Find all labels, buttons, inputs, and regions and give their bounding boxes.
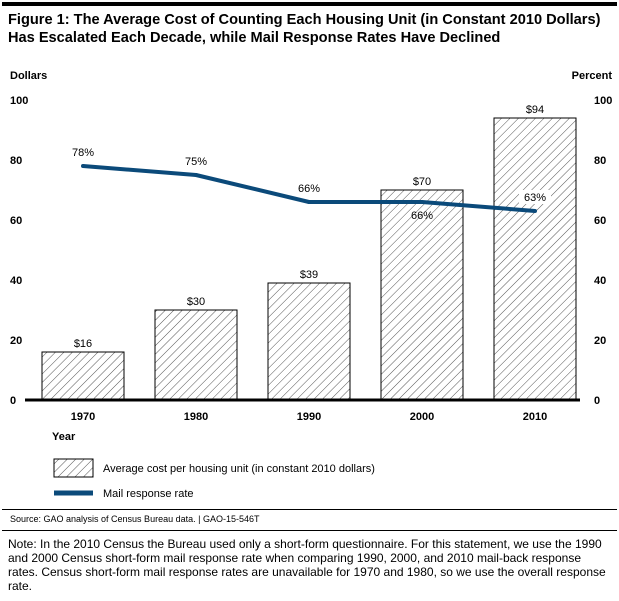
bar-1970 bbox=[41, 351, 125, 401]
line-point bbox=[81, 164, 85, 168]
bar-value-label: $39 bbox=[300, 269, 318, 281]
y-tick-right: 60 bbox=[594, 215, 606, 227]
y-axis-right-title: Percent bbox=[572, 70, 613, 82]
bar-value-label: $16 bbox=[74, 338, 92, 350]
legend-label-bar: Average cost per housing unit (in consta… bbox=[103, 463, 375, 475]
x-axis-title: Year bbox=[52, 431, 76, 443]
line-value-label: 63% bbox=[524, 192, 546, 204]
bar-2010 bbox=[493, 117, 577, 401]
y-tick-right: 0 bbox=[594, 395, 600, 407]
x-tick-label: 1990 bbox=[297, 411, 321, 423]
bar-2000 bbox=[380, 189, 464, 401]
y-tick-left: 20 bbox=[10, 335, 22, 347]
y-tick-left: 80 bbox=[10, 155, 22, 167]
y-tick-right: 80 bbox=[594, 155, 606, 167]
axes: Dollars Percent Year 0 0 20 20 40 40 60 60 80 80 100 1… bbox=[10, 70, 612, 443]
y-tick-left: 0 bbox=[10, 395, 16, 407]
y-tick-right: 40 bbox=[594, 275, 606, 287]
line-value-label: 66% bbox=[298, 183, 320, 195]
x-tick-label: 2010 bbox=[523, 411, 547, 423]
line-point bbox=[420, 200, 424, 204]
x-tick-label: 2000 bbox=[410, 411, 434, 423]
bar-value-label: $70 bbox=[413, 176, 431, 188]
line-point bbox=[307, 200, 311, 204]
y-tick-left: 60 bbox=[10, 215, 22, 227]
y-axis-left-title: Dollars bbox=[10, 70, 47, 82]
note-text: Note: In the 2010 Census the Bureau used… bbox=[8, 537, 606, 593]
data-labels: $16 $30 $39 $70 $94 78% 75% 66% 66% 63% bbox=[72, 104, 551, 350]
legend-swatch-bar bbox=[53, 458, 94, 478]
y-tick-right: 100 bbox=[594, 95, 612, 107]
figure-title: Figure 1: The Average Cost of Counting E… bbox=[8, 12, 601, 46]
bar-value-label: $30 bbox=[187, 296, 205, 308]
legend-label-line: Mail response rate bbox=[103, 488, 194, 500]
x-tick-label: 1980 bbox=[184, 411, 208, 423]
legend: Average cost per housing unit (in consta… bbox=[53, 458, 375, 500]
response-line bbox=[81, 164, 537, 213]
y-tick-left: 40 bbox=[10, 275, 22, 287]
title-rule bbox=[2, 2, 617, 6]
divider bbox=[2, 530, 617, 531]
line-value-label: 66% bbox=[411, 210, 433, 222]
label-backdrop bbox=[519, 190, 551, 204]
x-tick-label: 1970 bbox=[71, 411, 95, 423]
line-value-label: 78% bbox=[72, 147, 94, 159]
bars bbox=[41, 117, 577, 401]
y-tick-left: 100 bbox=[10, 95, 28, 107]
line-point bbox=[533, 209, 537, 213]
source-text: Source: GAO analysis of Census Bureau da… bbox=[10, 514, 260, 524]
y-tick-right: 20 bbox=[594, 335, 606, 347]
bar-value-label: $94 bbox=[526, 104, 544, 116]
divider bbox=[2, 509, 617, 510]
line-point bbox=[194, 173, 198, 177]
line-value-label: 75% bbox=[185, 156, 207, 168]
chart: $16 $30 $39 $70 $94 78% 75% 66% 66% 63% Dollars Pe… bbox=[10, 70, 612, 500]
bar-1990 bbox=[267, 282, 351, 401]
bar-1980 bbox=[154, 309, 238, 401]
